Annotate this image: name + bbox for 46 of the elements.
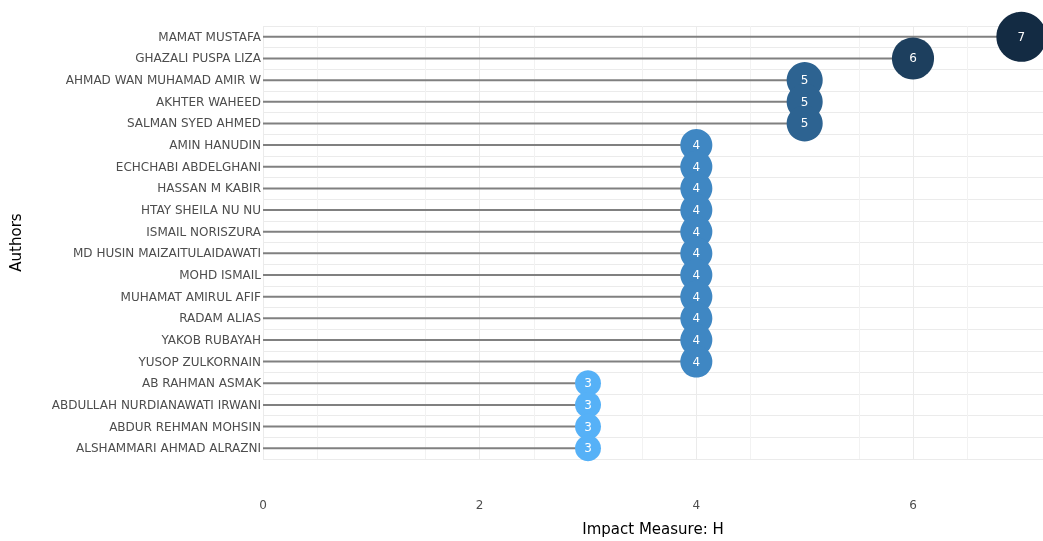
data-label: 6 [909,51,917,66]
y-tick-label: GHAZALI PUSPA LIZA [135,51,262,66]
data-label: 4 [692,332,701,347]
y-tick-label: HASSAN M KABIR [157,181,261,196]
data-label: 4 [692,224,701,239]
data-label: 4 [692,267,701,282]
y-tick-label: RADAM ALIAS [179,311,261,326]
y-tick-label: MD HUSIN MAIZAITULAIDAWATI [73,246,261,261]
data-label: 4 [692,311,701,326]
x-axis-title: Impact Measure: H [582,519,724,538]
data-label: 4 [692,138,701,153]
data-label: 4 [692,203,701,218]
data-label: 7 [1017,29,1026,44]
y-tick-label: HTAY SHEILA NU NU [141,203,261,218]
data-label: 4 [692,354,701,369]
data-label: 3 [584,376,592,391]
data-label: 3 [584,441,592,456]
data-label: 3 [584,419,592,434]
data-label: 4 [692,246,701,261]
y-tick-label: ECHCHABI ABDELGHANI [115,159,261,174]
data-label: 4 [692,181,701,196]
y-tick-label: AMIN HANUDIN [169,138,261,153]
data-label: 4 [692,289,701,304]
y-tick-label: AB RAHMAN ASMAK [142,376,263,391]
y-tick-label: SALMAN SYED AHMED [126,116,261,131]
y-tick-label: YAKOB RUBAYAH [160,332,261,347]
data-label: 5 [800,94,809,109]
y-tick-label: ABDULLAH NURDIANAWATI IRWANI [51,397,261,412]
data-label: 3 [584,397,592,412]
x-tick-label: 4 [692,498,701,512]
y-tick-label: ALSHAMMARI AHMAD ALRAZNI [76,441,261,456]
x-tick-label: 2 [475,498,484,512]
y-tick-label: ABDUR REHMAN MOHSIN [109,419,261,434]
y-tick-label: AHMAD WAN MUHAMAD AMIR W [65,73,262,88]
y-tick-label: MOHD ISMAIL [179,267,262,282]
y-tick-label: AKHTER WAHEED [155,94,261,109]
data-label: 5 [800,116,809,131]
data-label: 5 [800,73,809,88]
y-tick-label: YUSOP ZULKORNAIN [137,354,261,369]
y-axis-title: Authors [6,213,25,272]
data-label: 4 [692,159,701,174]
y-tick-label: MUHAMAT AMIRUL AFIF [120,289,262,304]
x-tick-label: 6 [909,498,917,512]
y-tick-label: ISMAIL NORISZURA [146,224,262,239]
y-tick-label: MAMAT MUSTAFA [158,29,262,44]
x-tick-label: 0 [259,498,267,512]
